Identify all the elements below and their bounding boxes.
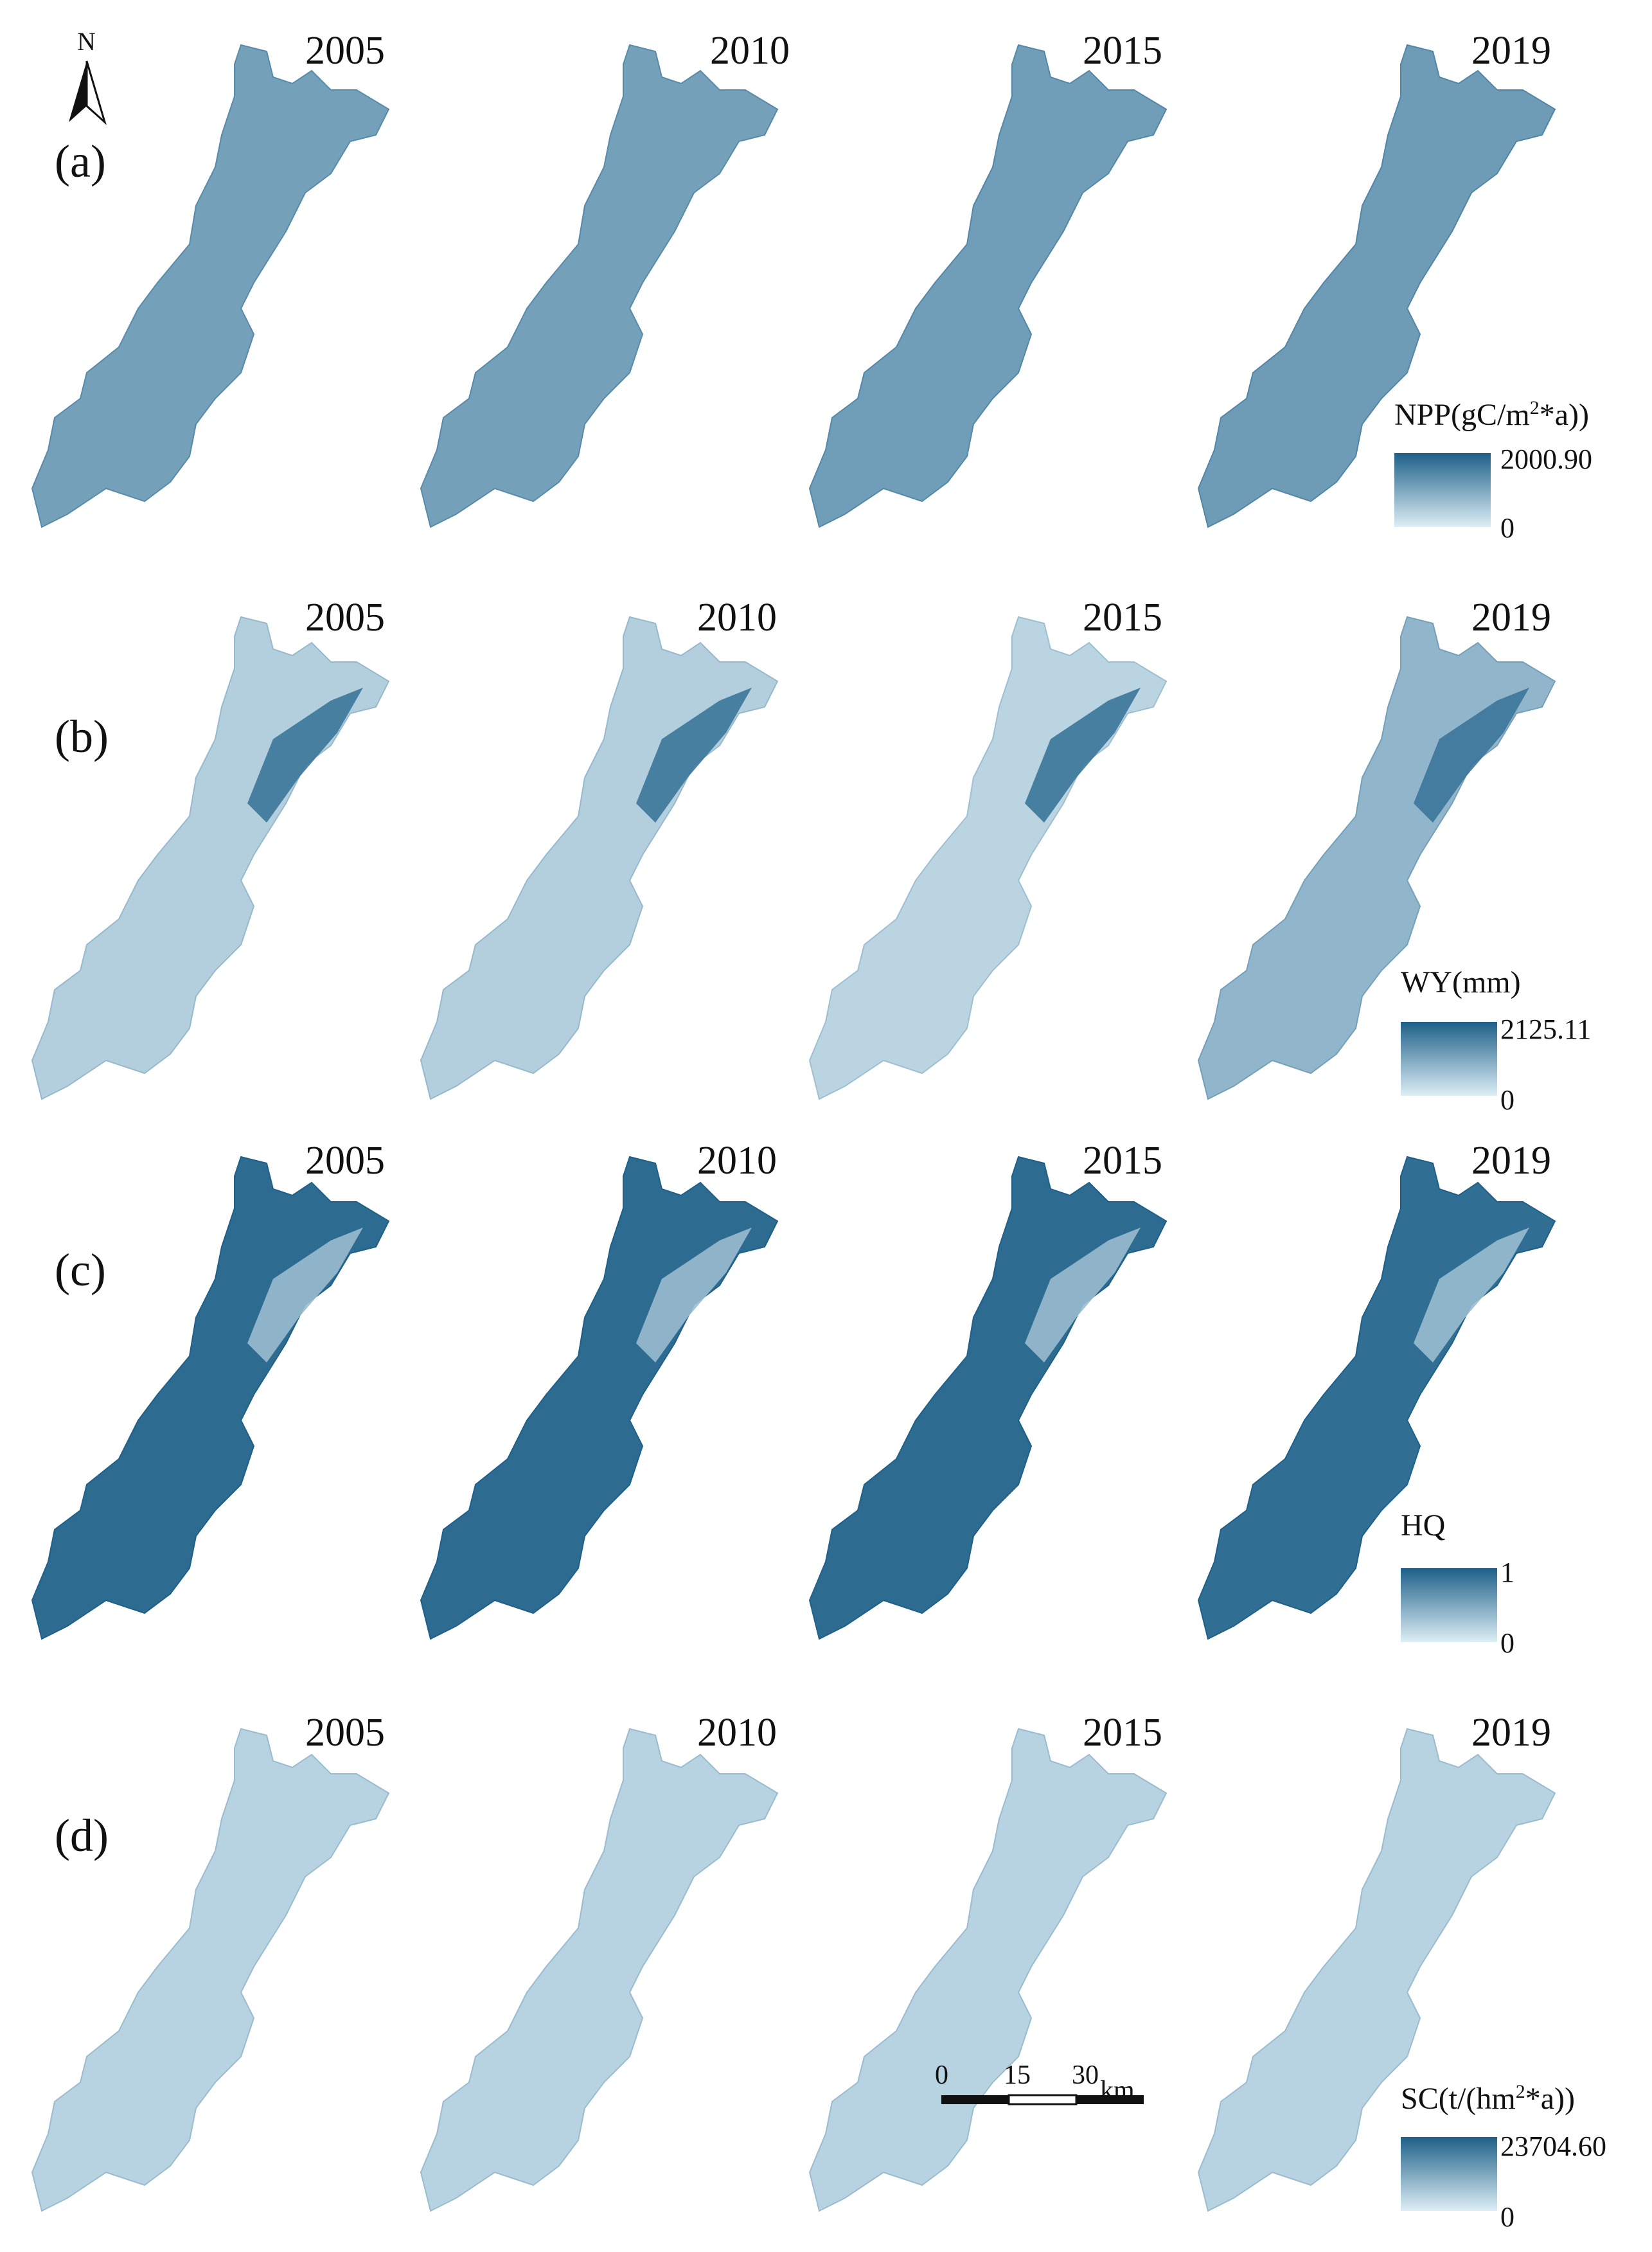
legend-title-a: NPP(gC/m2*a))	[1394, 397, 1590, 432]
row-label-d: (d)	[55, 1810, 109, 1861]
year-label-b-4: 2019	[1471, 596, 1551, 639]
year-label-a-2: 2010	[710, 29, 790, 73]
map-panel-b-4	[1197, 616, 1556, 1100]
legend-title-d: SC(t/(hm2*a))	[1401, 2081, 1575, 2116]
legend-ramp-d	[1401, 2137, 1497, 2211]
year-label-c-4: 2019	[1471, 1139, 1551, 1183]
legend-ramp-b	[1401, 1022, 1497, 1096]
legend-min-c: 0	[1500, 1627, 1514, 1659]
year-label-c-2: 2010	[697, 1139, 777, 1183]
legend-min-b: 0	[1500, 1084, 1514, 1116]
year-label-a-3: 2015	[1083, 29, 1162, 73]
scale-bar	[941, 2094, 1144, 2105]
legend-max-d: 23704.60	[1500, 2131, 1606, 2162]
year-label-c-3: 2015	[1083, 1139, 1162, 1183]
map-panel-d-2	[420, 1728, 779, 2212]
row-label-b: (b)	[55, 711, 109, 762]
legend-max-a: 2000.90	[1500, 443, 1592, 475]
map-panel-d-1	[31, 1728, 390, 2212]
year-label-b-3: 2015	[1083, 596, 1162, 639]
year-label-d-1: 2005	[305, 1711, 385, 1755]
map-panel-c-1	[31, 1156, 390, 1640]
year-label-d-3: 2015	[1083, 1711, 1162, 1755]
year-label-a-4: 2019	[1471, 29, 1551, 73]
scale-tick-0: 0	[935, 2060, 948, 2090]
map-panel-a-4	[1197, 44, 1556, 528]
row-label-c: (c)	[55, 1244, 106, 1296]
north-arrow-icon	[69, 60, 107, 125]
legend-title-b: WY(mm)	[1401, 965, 1521, 999]
map-panel-a-1	[31, 44, 390, 528]
legend-ramp-a	[1394, 453, 1491, 527]
map-panel-b-3	[808, 616, 1168, 1100]
legend-min-a: 0	[1500, 512, 1514, 544]
legend-max-c: 1	[1500, 1557, 1514, 1588]
scale-tick-15: 15	[1004, 2060, 1031, 2090]
map-panel-d-3	[808, 1728, 1168, 2212]
map-panel-d-4	[1197, 1728, 1556, 2212]
row-label-a: (a)	[55, 136, 106, 187]
year-label-b-1: 2005	[305, 596, 385, 639]
map-panel-a-2	[420, 44, 779, 528]
map-panel-c-4	[1197, 1156, 1556, 1640]
year-label-b-2: 2010	[697, 596, 777, 639]
legend-ramp-c	[1401, 1568, 1497, 1642]
year-label-a-1: 2005	[305, 29, 385, 73]
scale-tick-30: 30	[1072, 2060, 1099, 2090]
map-panel-c-2	[420, 1156, 779, 1640]
year-label-d-2: 2010	[697, 1711, 777, 1755]
legend-max-b: 2125.11	[1500, 1014, 1592, 1045]
year-label-d-4: 2019	[1471, 1711, 1551, 1755]
map-panel-a-3	[808, 44, 1168, 528]
scale-unit: km	[1100, 2076, 1135, 2105]
north-label: N	[77, 27, 96, 56]
map-panel-b-2	[420, 616, 779, 1100]
legend-title-c: HQ	[1401, 1508, 1446, 1542]
map-panel-c-3	[808, 1156, 1168, 1640]
year-label-c-1: 2005	[305, 1139, 385, 1183]
legend-min-d: 0	[1500, 2201, 1514, 2233]
map-panel-b-1	[31, 616, 390, 1100]
